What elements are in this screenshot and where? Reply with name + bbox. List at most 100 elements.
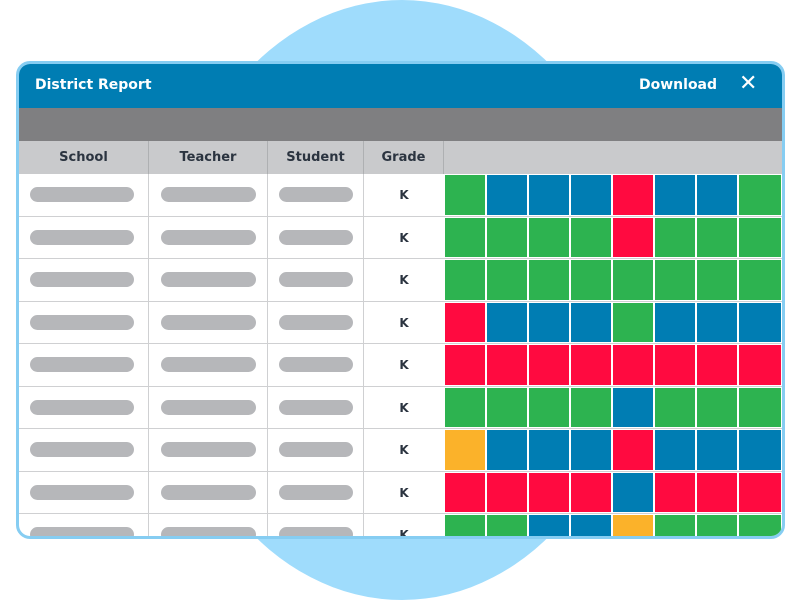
score-cell-blue[interactable]	[570, 301, 612, 343]
student-cell	[268, 429, 364, 471]
score-cell-blue[interactable]	[612, 471, 654, 513]
score-cell-red[interactable]	[486, 471, 528, 513]
score-cell-red[interactable]	[570, 344, 612, 386]
school-cell	[19, 174, 149, 216]
placeholder-bar	[30, 229, 134, 245]
score-cell-blue[interactable]	[654, 429, 696, 471]
table-row[interactable]: K	[19, 471, 782, 514]
score-cell-red[interactable]	[444, 471, 486, 513]
score-cell-blue[interactable]	[696, 174, 738, 216]
score-cell-blue[interactable]	[528, 429, 570, 471]
download-button[interactable]: Download	[639, 77, 718, 93]
placeholder-bar	[279, 399, 353, 415]
score-cell-blue[interactable]	[570, 514, 612, 536]
score-cell-red[interactable]	[696, 344, 738, 386]
score-cell-green[interactable]	[444, 259, 486, 301]
grade-cell: K	[399, 273, 409, 287]
score-cell-green[interactable]	[738, 386, 782, 428]
table-row[interactable]: K	[19, 386, 782, 429]
score-cell-green[interactable]	[654, 514, 696, 536]
score-cell-green[interactable]	[696, 386, 738, 428]
score-cell-green[interactable]	[696, 514, 738, 536]
score-cell-green[interactable]	[528, 386, 570, 428]
score-cell-green[interactable]	[528, 216, 570, 258]
school-cell	[19, 344, 149, 386]
placeholder-bar	[30, 314, 134, 330]
score-cell-red[interactable]	[528, 471, 570, 513]
score-cell-green[interactable]	[570, 386, 612, 428]
score-cell-yellow[interactable]	[444, 429, 486, 471]
score-cell-green[interactable]	[486, 216, 528, 258]
score-cell-red[interactable]	[612, 216, 654, 258]
table-row[interactable]: K	[19, 259, 782, 302]
score-cell-green[interactable]	[696, 216, 738, 258]
score-cell-blue[interactable]	[612, 386, 654, 428]
score-cell-red[interactable]	[612, 174, 654, 216]
score-cell-red[interactable]	[654, 344, 696, 386]
score-cell-red[interactable]	[612, 344, 654, 386]
score-cell-red[interactable]	[696, 471, 738, 513]
grade-cell: K	[399, 400, 409, 415]
score-cell-green[interactable]	[570, 259, 612, 301]
score-cell-blue[interactable]	[570, 429, 612, 471]
score-cell-blue[interactable]	[486, 301, 528, 343]
score-cell-green[interactable]	[612, 259, 654, 301]
table-row[interactable]: K	[19, 301, 782, 344]
score-cell-red[interactable]	[528, 344, 570, 386]
score-cell-blue[interactable]	[654, 174, 696, 216]
score-cell-green[interactable]	[486, 514, 528, 536]
school-cell	[19, 429, 149, 471]
score-cell-green[interactable]	[444, 514, 486, 536]
score-cell-blue[interactable]	[738, 301, 782, 343]
score-cell-blue[interactable]	[696, 301, 738, 343]
score-cell-blue[interactable]	[528, 514, 570, 536]
score-cell-green[interactable]	[444, 386, 486, 428]
score-cell-red[interactable]	[612, 429, 654, 471]
close-icon[interactable]: ✕	[739, 71, 758, 96]
score-cell-blue[interactable]	[570, 174, 612, 216]
window-title: District Report	[35, 77, 152, 93]
toolbar-bar	[19, 108, 782, 141]
score-cell-red[interactable]	[486, 344, 528, 386]
table-row[interactable]: K	[19, 174, 782, 217]
score-cell-blue[interactable]	[528, 174, 570, 216]
score-cell-green[interactable]	[444, 216, 486, 258]
placeholder-bar	[161, 484, 256, 500]
column-header-student[interactable]: Student	[268, 141, 364, 174]
score-cell-blue[interactable]	[486, 429, 528, 471]
score-cell-red[interactable]	[444, 301, 486, 343]
score-cell-red[interactable]	[570, 471, 612, 513]
score-cell-red[interactable]	[738, 344, 782, 386]
score-cell-blue[interactable]	[486, 174, 528, 216]
score-cell-green[interactable]	[444, 174, 486, 216]
score-cell-green[interactable]	[486, 386, 528, 428]
score-cell-green[interactable]	[738, 259, 782, 301]
score-cell-green[interactable]	[612, 301, 654, 343]
score-cell-green[interactable]	[486, 259, 528, 301]
table-row[interactable]: K	[19, 514, 782, 536]
score-cell-blue[interactable]	[696, 429, 738, 471]
score-cell-red[interactable]	[444, 344, 486, 386]
score-cell-green[interactable]	[528, 259, 570, 301]
column-header-grade[interactable]: Grade	[364, 141, 444, 174]
score-cell-green[interactable]	[738, 174, 782, 216]
score-cell-green[interactable]	[654, 259, 696, 301]
score-cell-blue[interactable]	[738, 429, 782, 471]
column-header-teacher[interactable]: Teacher	[149, 141, 268, 174]
score-cell-green[interactable]	[738, 514, 782, 536]
score-cell-red[interactable]	[738, 471, 782, 513]
column-header-school[interactable]: School	[19, 141, 149, 174]
table-row[interactable]: K	[19, 216, 782, 259]
score-cell-green[interactable]	[696, 259, 738, 301]
score-cell-yellow[interactable]	[612, 514, 654, 536]
score-cell-green[interactable]	[654, 216, 696, 258]
table-row[interactable]: K	[19, 429, 782, 472]
score-cell-green[interactable]	[654, 386, 696, 428]
score-cell-blue[interactable]	[528, 301, 570, 343]
score-cell-green[interactable]	[738, 216, 782, 258]
table-row[interactable]: K	[19, 344, 782, 387]
score-cell-green[interactable]	[570, 216, 612, 258]
score-cell-red[interactable]	[654, 471, 696, 513]
score-cell-blue[interactable]	[654, 301, 696, 343]
